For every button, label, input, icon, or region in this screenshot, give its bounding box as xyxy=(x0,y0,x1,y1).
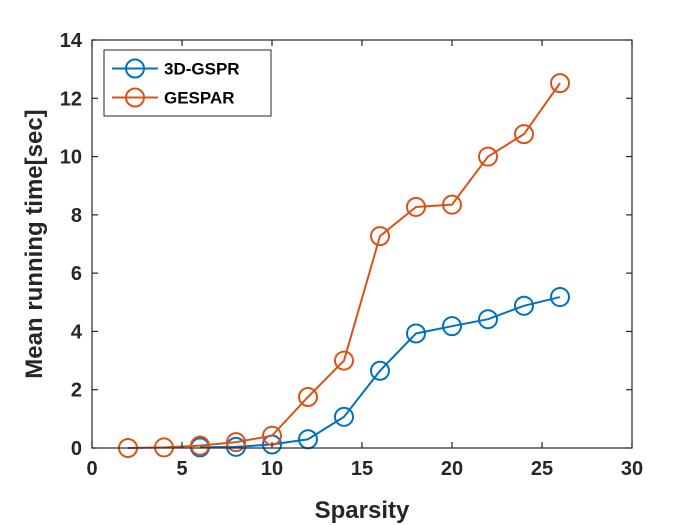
data-point xyxy=(370,360,390,381)
x-tick-label: 20 xyxy=(441,458,463,480)
data-point xyxy=(406,323,426,344)
data-point xyxy=(298,387,318,407)
data-point xyxy=(226,432,246,453)
legend-marker xyxy=(125,58,145,79)
data-point xyxy=(406,196,426,217)
data-point xyxy=(514,295,534,316)
data-point xyxy=(478,309,498,330)
data-point xyxy=(550,287,570,308)
y-tick-label: 14 xyxy=(60,30,83,52)
x-axis-label: Sparsity xyxy=(315,497,410,524)
data-point xyxy=(442,316,462,337)
series-line xyxy=(199,296,561,449)
legend-marker xyxy=(125,87,145,108)
series-layer xyxy=(118,73,570,458)
data-point xyxy=(550,73,570,94)
legend-label: GESPAR xyxy=(164,89,235,108)
series-0 xyxy=(190,287,570,458)
legend-item: GESPAR xyxy=(112,87,235,108)
axes-layer: 0 5 10 15 20 25 30 0 2 4 6 8 10 12 14 xyxy=(60,30,643,480)
data-point xyxy=(190,435,210,456)
data-point xyxy=(334,406,354,427)
y-tick-label: 10 xyxy=(60,147,82,169)
data-point xyxy=(370,226,390,247)
data-point xyxy=(478,146,498,167)
x-tick-label: 25 xyxy=(531,458,553,480)
legend-label: 3D-GSPR xyxy=(164,60,240,79)
y-tick-label: 0 xyxy=(71,438,82,460)
y-tick-label: 8 xyxy=(71,205,82,227)
data-point xyxy=(442,194,462,215)
x-tick-label: 30 xyxy=(621,458,643,480)
y-tick-label: 4 xyxy=(71,321,83,343)
y-tick-label: 12 xyxy=(60,88,82,110)
data-point xyxy=(514,124,534,145)
x-tick-label: 10 xyxy=(261,458,283,480)
x-tick-label: 15 xyxy=(351,458,373,480)
data-point xyxy=(226,436,246,457)
x-tick-label: 5 xyxy=(176,458,187,480)
data-point xyxy=(334,350,354,371)
y-tick-label: 6 xyxy=(71,263,82,285)
x-tick-label: 0 xyxy=(86,458,97,480)
legend: 3D-GSPR GESPAR xyxy=(103,49,272,117)
series-line xyxy=(127,82,561,449)
y-axis-label: Mean running time[sec] xyxy=(21,109,48,378)
y-tick-label: 2 xyxy=(71,380,82,402)
legend-item: 3D-GSPR xyxy=(112,58,240,79)
